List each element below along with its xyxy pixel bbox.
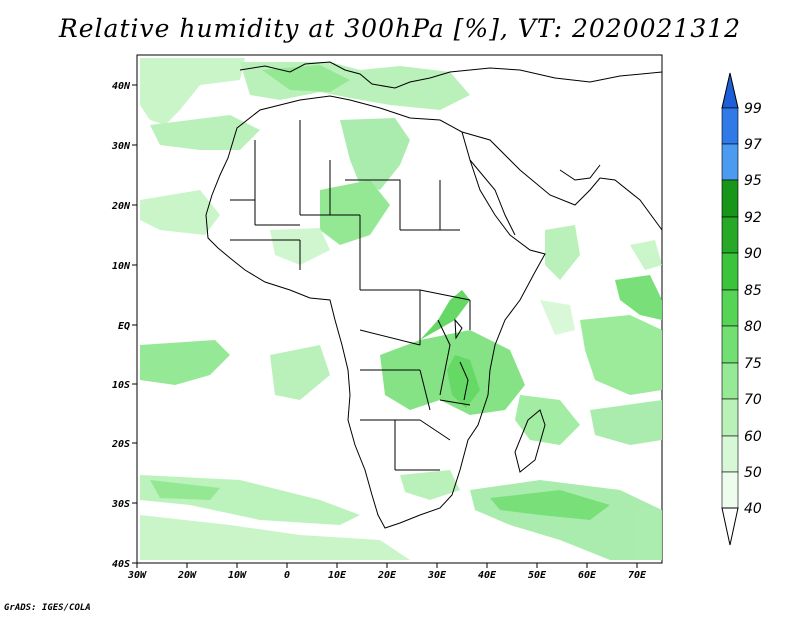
persian-gulf bbox=[559, 164, 601, 181]
lat-label: EQ bbox=[118, 321, 130, 332]
colorbar: 99 97 95 92 90 85 80 75 70 60 50 40 bbox=[721, 72, 762, 546]
lon-label: 10E bbox=[328, 570, 347, 581]
colorbar-swatch bbox=[721, 325, 739, 364]
colorbar-label: 85 bbox=[744, 283, 762, 299]
lat-labels: 40N 30N 20N 10N EQ 10S 20S 30S 40S bbox=[111, 81, 131, 570]
colorbar-swatch bbox=[721, 252, 739, 291]
colorbar-swatch bbox=[721, 398, 739, 437]
lon-label: 10W bbox=[228, 570, 247, 581]
colorbar-label: 97 bbox=[744, 137, 762, 153]
colorbar-label: 80 bbox=[744, 319, 762, 335]
lon-label: 20E bbox=[377, 570, 397, 581]
lon-label: 70E bbox=[628, 570, 647, 581]
colorbar-label: 92 bbox=[744, 210, 762, 226]
colorbar-label: 90 bbox=[744, 246, 762, 262]
lat-label: 30N bbox=[111, 141, 131, 152]
grads-credit: GrADS: IGES/COLA bbox=[4, 603, 91, 613]
lon-label: 40E bbox=[478, 570, 497, 581]
colorbar-label: 40 bbox=[744, 501, 762, 517]
lon-label: 50E bbox=[528, 570, 547, 581]
colorbar-swatch bbox=[721, 471, 739, 509]
humidity-shading bbox=[140, 58, 662, 560]
map-title: Relative humidity at 300hPa [%], VT: 202… bbox=[58, 14, 742, 43]
colorbar-label: 50 bbox=[744, 465, 762, 481]
lat-label: 20S bbox=[111, 439, 130, 450]
europe-coast bbox=[239, 61, 663, 89]
internal-borders bbox=[230, 120, 471, 471]
colorbar-swatch bbox=[721, 143, 739, 181]
lon-label: 30W bbox=[127, 570, 147, 581]
colorbar-swatch bbox=[721, 179, 739, 218]
lat-label: 10S bbox=[112, 380, 130, 391]
arabia-coast bbox=[461, 131, 663, 231]
coastlines bbox=[205, 61, 663, 529]
great-lakes bbox=[437, 318, 469, 401]
colorbar-swatch bbox=[721, 362, 739, 400]
map-panel: 30W 20W 10W 0 10E 20E 30E 40E 50E 60E 70… bbox=[111, 54, 663, 581]
africa-coastline bbox=[205, 95, 546, 529]
lon-labels: 30W 20W 10W 0 10E 20E 30E 40E 50E 60E 70… bbox=[127, 570, 647, 581]
colorbar-swatch bbox=[721, 289, 739, 327]
lat-label: 30S bbox=[111, 499, 130, 510]
colorbar-label: 95 bbox=[744, 173, 762, 189]
lat-label: 10N bbox=[112, 261, 131, 272]
lat-label: 20N bbox=[111, 201, 131, 212]
red-sea bbox=[469, 159, 516, 236]
colorbar-bottom-arrow bbox=[721, 507, 739, 546]
lon-label: 20W bbox=[177, 570, 197, 581]
colorbar-swatch bbox=[721, 107, 739, 145]
colorbar-label: 99 bbox=[744, 101, 762, 117]
colorbar-label: 70 bbox=[744, 392, 762, 408]
colorbar-top-arrow bbox=[721, 72, 739, 109]
lat-label: 40S bbox=[112, 559, 130, 570]
lon-label: 0 bbox=[284, 570, 290, 581]
colorbar-swatch bbox=[721, 216, 739, 254]
colorbar-swatch bbox=[721, 435, 739, 473]
colorbar-label: 75 bbox=[744, 356, 762, 372]
lon-label: 30E bbox=[427, 570, 447, 581]
colorbar-label: 60 bbox=[744, 429, 762, 445]
madagascar-coastline bbox=[514, 409, 546, 473]
axis-ticks bbox=[132, 84, 638, 568]
lon-label: 60E bbox=[578, 570, 597, 581]
lat-label: 40N bbox=[112, 81, 131, 92]
